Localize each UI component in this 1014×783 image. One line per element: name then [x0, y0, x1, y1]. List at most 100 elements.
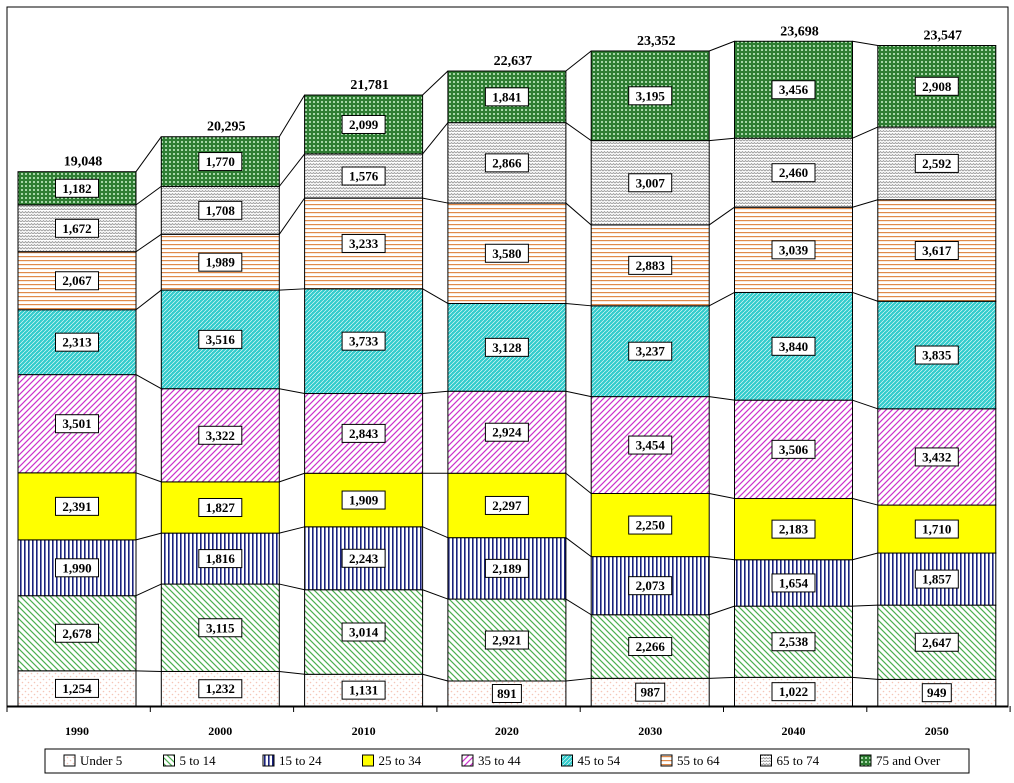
data-label: 3,007 [636, 175, 666, 190]
data-label: 3,516 [206, 332, 236, 347]
data-label: 3,733 [349, 334, 379, 349]
legend-label: 15 to 24 [279, 753, 322, 768]
data-label: 1,708 [206, 203, 236, 218]
x-tick-label: 2020 [495, 724, 519, 738]
data-label: 1,827 [206, 500, 236, 515]
legend-label: 55 to 64 [677, 753, 720, 768]
data-label: 1,841 [492, 89, 521, 104]
data-label: 2,391 [62, 499, 91, 514]
total-label: 20,295 [207, 120, 246, 135]
x-tick-label: 2030 [638, 724, 662, 738]
data-label: 3,195 [636, 88, 666, 103]
data-label: 2,067 [62, 273, 92, 288]
data-label: 3,128 [492, 340, 522, 355]
data-label: 2,073 [636, 578, 666, 593]
legend-swatch [761, 755, 772, 766]
data-label: 1,576 [349, 169, 379, 184]
legend-swatch [562, 755, 573, 766]
data-label: 2,921 [492, 633, 521, 648]
data-label: 2,297 [492, 498, 522, 513]
data-label: 2,099 [349, 117, 379, 132]
total-label: 23,547 [924, 29, 963, 44]
legend-swatch [661, 755, 672, 766]
data-label: 3,237 [636, 344, 666, 359]
data-label: 891 [497, 686, 517, 701]
data-label: 2,538 [779, 634, 809, 649]
data-label: 3,432 [922, 449, 951, 464]
data-label: 1,770 [206, 154, 235, 169]
data-label: 2,460 [779, 165, 808, 180]
total-label: 23,352 [637, 34, 676, 49]
bars-group [18, 41, 996, 706]
data-label: 1,022 [779, 684, 808, 699]
legend-swatch [462, 755, 473, 766]
data-label: 3,617 [922, 243, 952, 258]
legend-swatch [860, 755, 871, 766]
data-label: 3,840 [779, 339, 808, 354]
data-label: 2,189 [492, 561, 522, 576]
data-label: 3,014 [349, 625, 379, 640]
data-label: 2,883 [636, 258, 666, 273]
legend-label: 25 to 34 [379, 753, 422, 768]
data-label: 1,989 [206, 255, 236, 270]
x-axis: 1990 2000 2010 2020 2030 2040 2050 [7, 706, 1010, 738]
data-label: 2,592 [922, 156, 951, 171]
data-label: 3,322 [206, 428, 235, 443]
total-label: 22,637 [494, 54, 533, 69]
data-label: 2,266 [636, 639, 666, 654]
legend-label: 45 to 54 [578, 753, 621, 768]
data-label: 3,039 [779, 242, 809, 257]
data-label: 2,908 [922, 79, 952, 94]
data-label: 1,909 [349, 493, 379, 508]
legend-label: 65 to 74 [777, 753, 820, 768]
data-label: 1,857 [922, 572, 952, 587]
data-label: 987 [640, 685, 660, 700]
data-label: 1,254 [62, 681, 92, 696]
data-label: 1,816 [206, 551, 236, 566]
data-label: 3,506 [779, 442, 809, 457]
data-label: 1,232 [206, 681, 235, 696]
data-label: 949 [927, 685, 947, 700]
data-label: 2,866 [492, 155, 522, 170]
data-label: 3,580 [492, 246, 521, 261]
connector-line [136, 671, 161, 672]
x-tick-label: 2000 [208, 724, 232, 738]
x-tick-label: 2040 [782, 724, 806, 738]
legend-label: Under 5 [80, 753, 122, 768]
data-label: 3,501 [62, 416, 91, 431]
total-label: 19,048 [64, 155, 103, 170]
data-label: 2,678 [62, 626, 92, 641]
x-tick-label: 1990 [65, 724, 89, 738]
data-label: 3,456 [779, 82, 809, 97]
data-label: 2,243 [349, 551, 379, 566]
data-label: 1,654 [779, 575, 809, 590]
legend: Under 5 5 to 14 15 to 24 25 to 34 35 to 44 45… [45, 749, 969, 773]
data-label: 3,835 [922, 348, 952, 363]
total-label: 21,781 [350, 78, 389, 93]
x-tick-label: 2010 [352, 724, 376, 738]
data-label: 2,924 [492, 425, 522, 440]
total-label: 23,698 [780, 24, 819, 39]
data-label: 2,313 [62, 335, 92, 350]
data-label: 2,843 [349, 426, 379, 441]
data-label: 1,672 [62, 221, 91, 236]
legend-label: 35 to 44 [478, 753, 521, 768]
data-label: 1,131 [349, 683, 378, 698]
legend-label: 5 to 14 [180, 753, 217, 768]
legend-swatch [64, 755, 75, 766]
data-label: 1,182 [62, 181, 91, 196]
data-label: 2,647 [922, 635, 952, 650]
data-label: 1,990 [62, 560, 91, 575]
data-label: 2,250 [636, 518, 665, 533]
data-label: 2,183 [779, 522, 809, 537]
data-label: 1,710 [922, 522, 951, 537]
x-tick-label: 2050 [925, 724, 949, 738]
data-label: 3,115 [206, 620, 235, 635]
legend-label: 75 and Over [876, 753, 941, 768]
legend-swatch [164, 755, 175, 766]
legend-swatch [263, 755, 274, 766]
data-label: 3,233 [349, 236, 379, 251]
data-label: 3,454 [636, 438, 666, 453]
